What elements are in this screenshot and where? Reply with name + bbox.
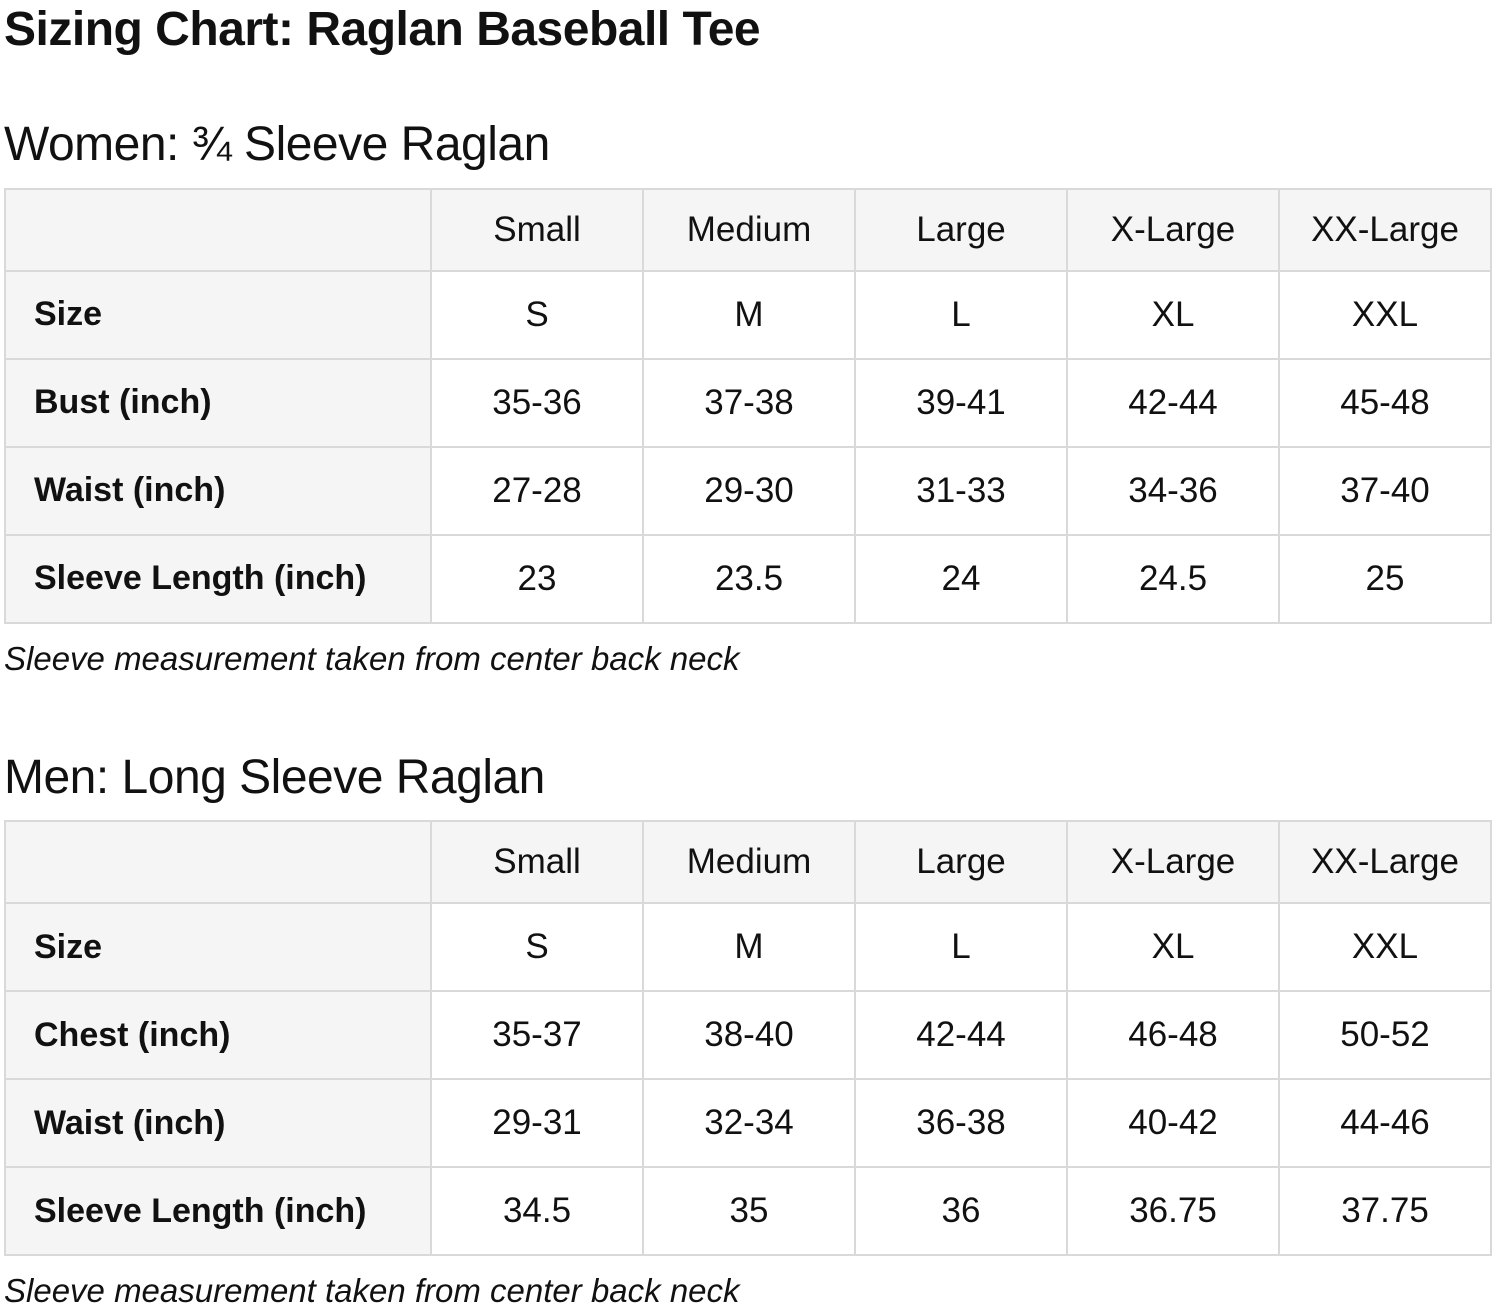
table-row-chest: Chest (inch) 35-37 38-40 42-44 46-48 50-… bbox=[4, 990, 1492, 1081]
table-row-size: Size S M L XL XXL bbox=[4, 269, 1492, 360]
table-row-bust: Bust (inch) 35-36 37-38 39-41 42-44 45-4… bbox=[4, 357, 1492, 448]
table-row-sleeve-length: Sleeve Length (inch) 23 23.5 24 24.5 25 bbox=[4, 533, 1492, 624]
col-header-medium: Medium bbox=[642, 187, 856, 272]
value-cell: 37-38 bbox=[642, 357, 856, 448]
value-cell: 38-40 bbox=[642, 990, 856, 1081]
men-section: Men: Long Sleeve Raglan Small Medium Lar… bbox=[4, 750, 1500, 1311]
value-cell: 32-34 bbox=[642, 1078, 856, 1169]
value-cell: 23.5 bbox=[642, 533, 856, 624]
col-header-small: Small bbox=[430, 187, 644, 272]
value-cell: 39-41 bbox=[854, 357, 1068, 448]
row-label: Sleeve Length (inch) bbox=[4, 533, 432, 624]
women-section-heading: Women: ¾ Sleeve Raglan bbox=[4, 117, 550, 171]
value-cell: L bbox=[854, 269, 1068, 360]
value-cell: 34-36 bbox=[1066, 445, 1280, 536]
value-cell: S bbox=[430, 902, 644, 993]
value-cell: 42-44 bbox=[1066, 357, 1280, 448]
value-cell: 36.75 bbox=[1066, 1166, 1280, 1257]
value-cell: L bbox=[854, 902, 1068, 993]
corner-cell bbox=[4, 820, 432, 905]
value-cell: 40-42 bbox=[1066, 1078, 1280, 1169]
value-cell: S bbox=[430, 269, 644, 360]
value-cell: 23 bbox=[430, 533, 644, 624]
men-size-table: Small Medium Large X-Large XX-Large Size… bbox=[4, 820, 1492, 1257]
value-cell: M bbox=[642, 269, 856, 360]
value-cell: 50-52 bbox=[1278, 990, 1492, 1081]
row-label: Waist (inch) bbox=[4, 1078, 432, 1169]
value-cell: XXL bbox=[1278, 269, 1492, 360]
table-row-sleeve-length: Sleeve Length (inch) 34.5 35 36 36.75 37… bbox=[4, 1166, 1492, 1257]
value-cell: 35-36 bbox=[430, 357, 644, 448]
col-header-small: Small bbox=[430, 820, 644, 905]
col-header-large: Large bbox=[854, 820, 1068, 905]
value-cell: 29-31 bbox=[430, 1078, 644, 1169]
value-cell: 35-37 bbox=[430, 990, 644, 1081]
value-cell: 24 bbox=[854, 533, 1068, 624]
table-row-waist: Waist (inch) 27-28 29-30 31-33 34-36 37-… bbox=[4, 445, 1492, 536]
table-header-row: Small Medium Large X-Large XX-Large bbox=[4, 820, 1492, 905]
value-cell: XL bbox=[1066, 902, 1280, 993]
value-cell: 45-48 bbox=[1278, 357, 1492, 448]
women-sleeve-note: Sleeve measurement taken from center bac… bbox=[4, 639, 740, 677]
value-cell: 36 bbox=[854, 1166, 1068, 1257]
value-cell: 25 bbox=[1278, 533, 1492, 624]
row-label: Waist (inch) bbox=[4, 445, 432, 536]
value-cell: M bbox=[642, 902, 856, 993]
women-section: Women: ¾ Sleeve Raglan Small Medium Larg… bbox=[4, 117, 1500, 678]
men-sleeve-note: Sleeve measurement taken from center bac… bbox=[4, 1272, 740, 1310]
col-header-xxlarge: XX-Large bbox=[1278, 187, 1492, 272]
value-cell: 46-48 bbox=[1066, 990, 1280, 1081]
row-label: Size bbox=[4, 902, 432, 993]
value-cell: 36-38 bbox=[854, 1078, 1068, 1169]
table-header-row: Small Medium Large X-Large XX-Large bbox=[4, 187, 1492, 272]
value-cell: XL bbox=[1066, 269, 1280, 360]
table-row-size: Size S M L XL XXL bbox=[4, 902, 1492, 993]
value-cell: 24.5 bbox=[1066, 533, 1280, 624]
corner-cell bbox=[4, 187, 432, 272]
value-cell: 29-30 bbox=[642, 445, 856, 536]
value-cell: 34.5 bbox=[430, 1166, 644, 1257]
value-cell: 44-46 bbox=[1278, 1078, 1492, 1169]
value-cell: 37.75 bbox=[1278, 1166, 1492, 1257]
page-title: Sizing Chart: Raglan Baseball Tee bbox=[4, 3, 761, 56]
row-label: Chest (inch) bbox=[4, 990, 432, 1081]
value-cell: 37-40 bbox=[1278, 445, 1492, 536]
table-row-waist: Waist (inch) 29-31 32-34 36-38 40-42 44-… bbox=[4, 1078, 1492, 1169]
col-header-medium: Medium bbox=[642, 820, 856, 905]
value-cell: XXL bbox=[1278, 902, 1492, 993]
col-header-xlarge: X-Large bbox=[1066, 820, 1280, 905]
row-label: Sleeve Length (inch) bbox=[4, 1166, 432, 1257]
value-cell: 35 bbox=[642, 1166, 856, 1257]
women-size-table: Small Medium Large X-Large XX-Large Size… bbox=[4, 187, 1492, 624]
men-section-heading: Men: Long Sleeve Raglan bbox=[4, 750, 545, 804]
value-cell: 27-28 bbox=[430, 445, 644, 536]
row-label: Bust (inch) bbox=[4, 357, 432, 448]
value-cell: 42-44 bbox=[854, 990, 1068, 1081]
value-cell: 31-33 bbox=[854, 445, 1068, 536]
row-label: Size bbox=[4, 269, 432, 360]
col-header-xlarge: X-Large bbox=[1066, 187, 1280, 272]
col-header-large: Large bbox=[854, 187, 1068, 272]
col-header-xxlarge: XX-Large bbox=[1278, 820, 1492, 905]
